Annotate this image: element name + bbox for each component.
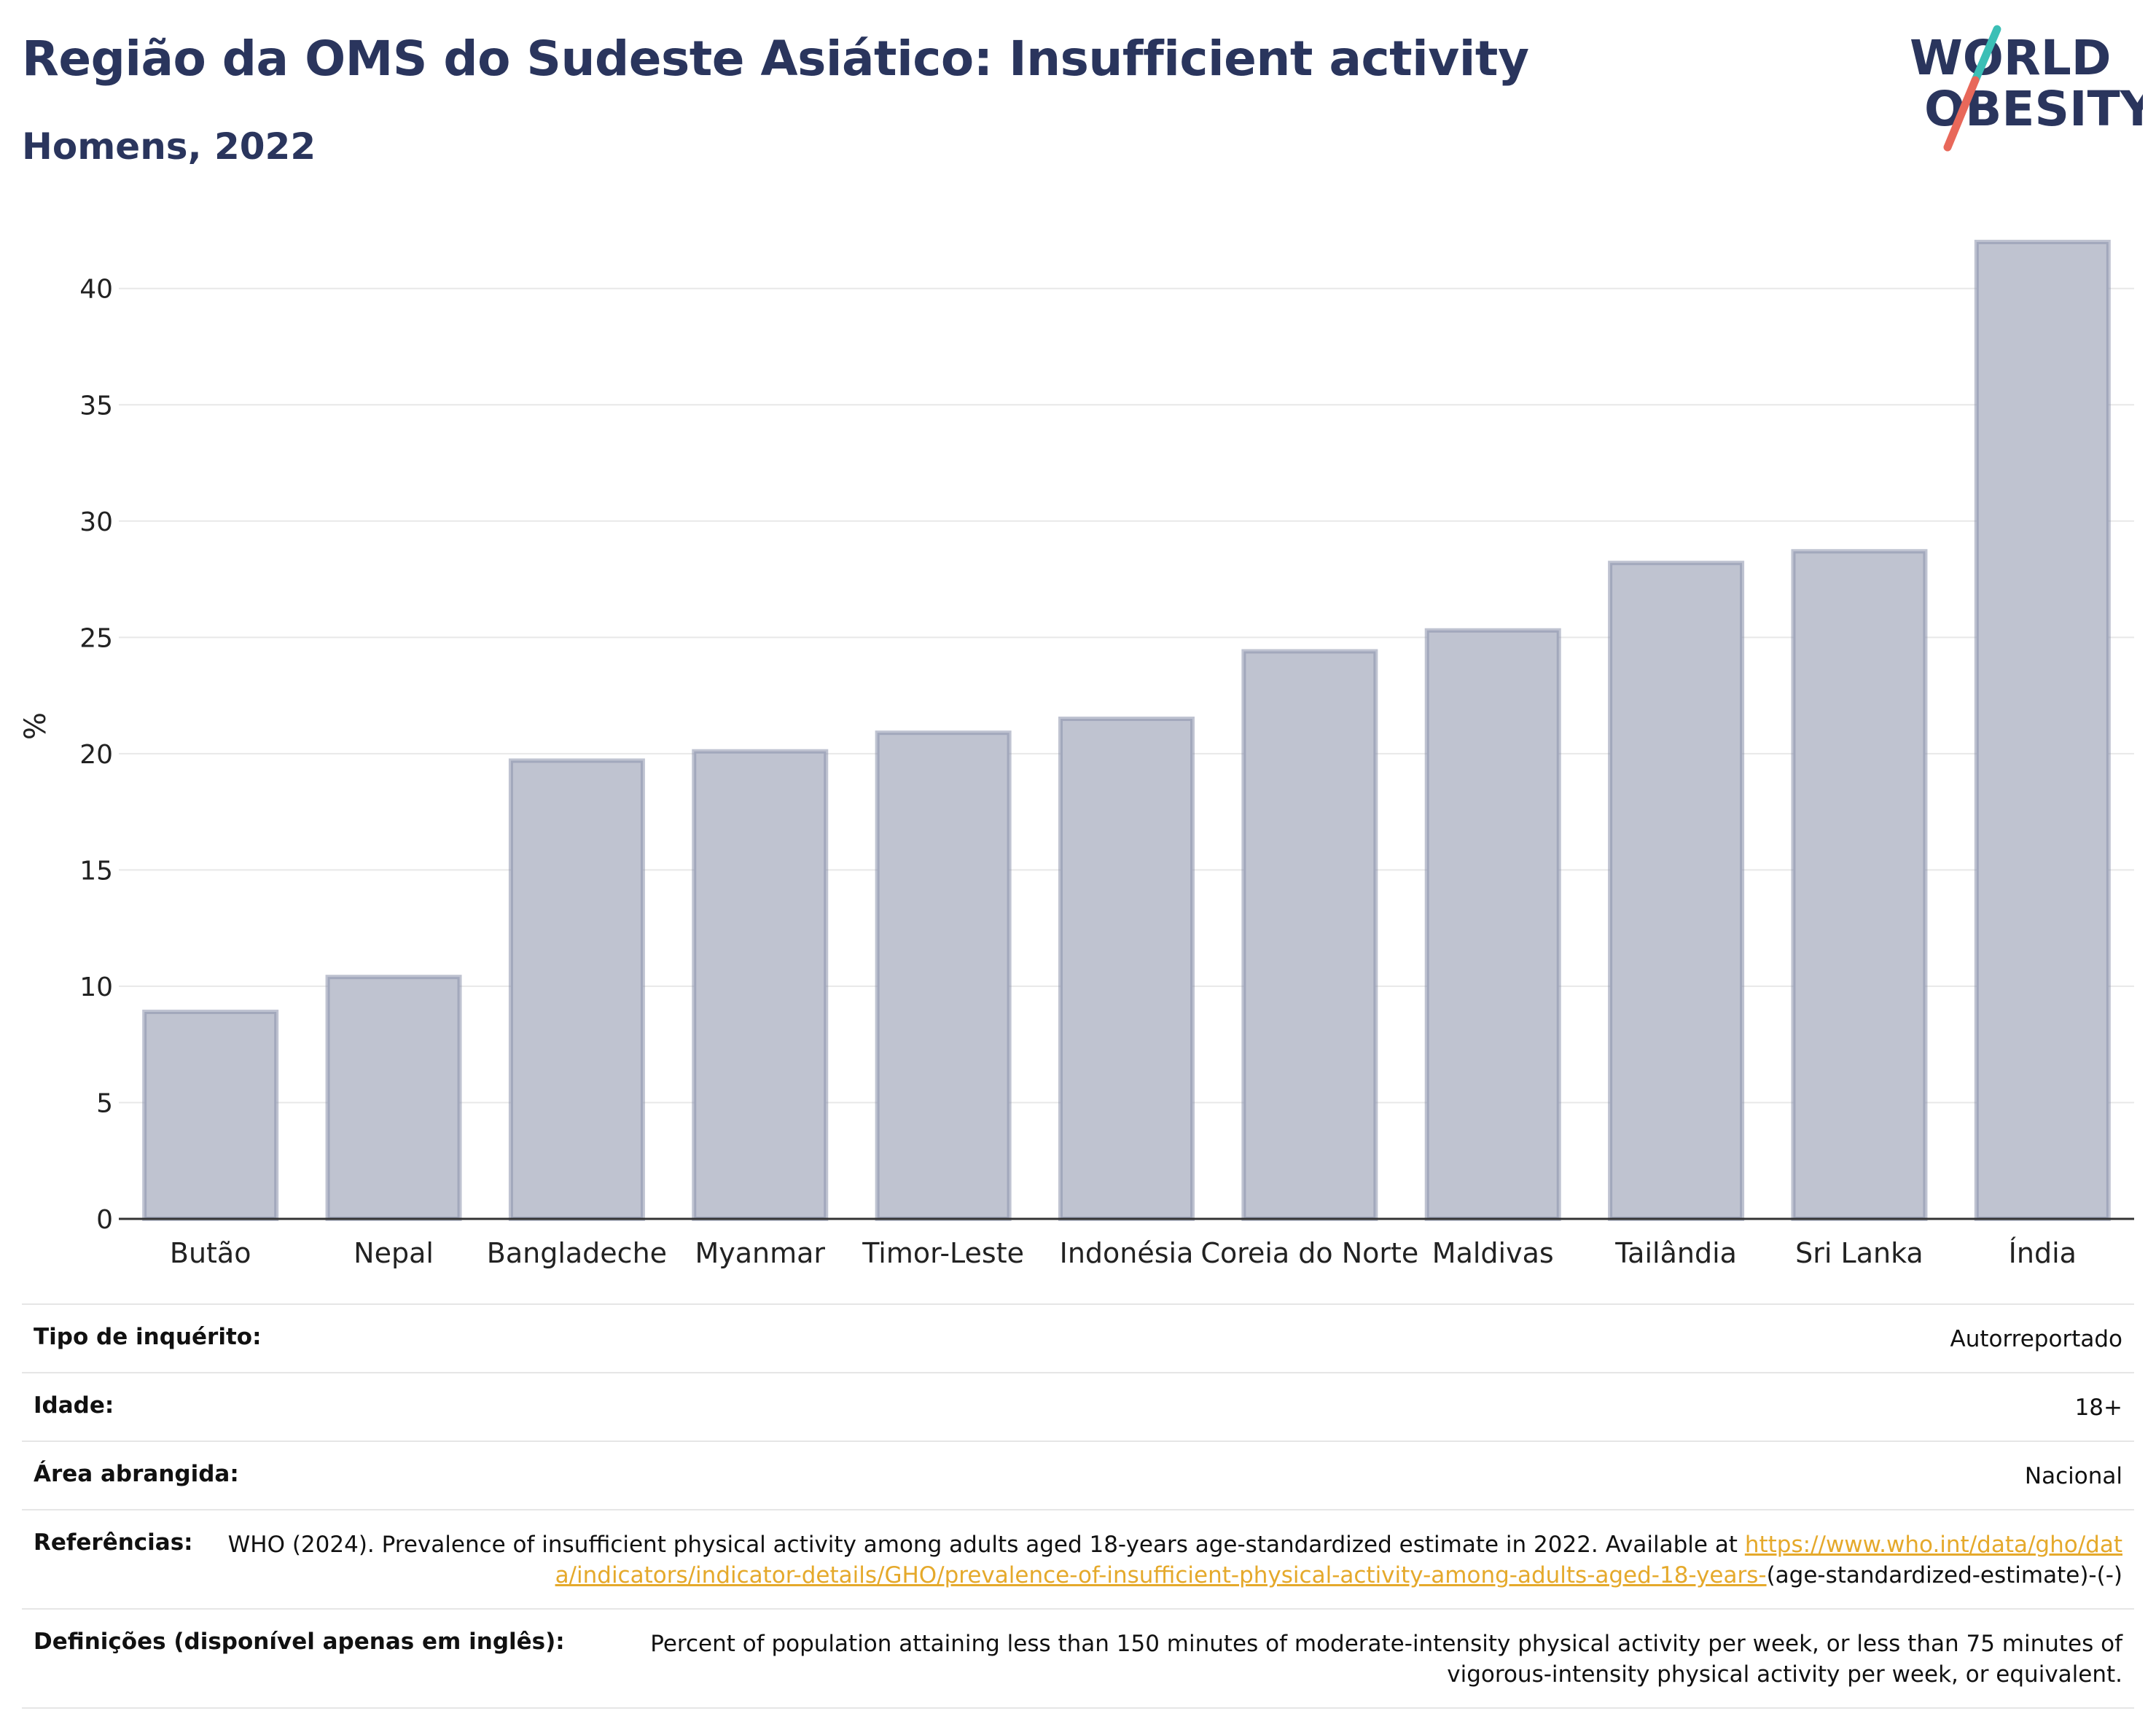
info-table: Tipo de inquérito: Autorreportado Idade: 18… xyxy=(22,1303,2134,1709)
bar-9 xyxy=(1791,549,1928,1221)
bar-7 xyxy=(1424,628,1561,1221)
info-value-text: Autorreportado xyxy=(1950,1326,2123,1352)
info-label: Tipo de inquérito: xyxy=(34,1324,262,1350)
info-value-text: 18+ xyxy=(2074,1395,2122,1421)
y-tick-label: 15 xyxy=(79,856,113,886)
reference-suffix: (age-standardized-estimate)-(-) xyxy=(1766,1562,2122,1588)
info-value: 18+ xyxy=(143,1392,2122,1423)
info-value: WHO (2024). Prevalence of insufficient p… xyxy=(222,1529,2122,1591)
info-value: Nacional xyxy=(268,1461,2122,1492)
y-tick-label: 35 xyxy=(79,391,113,421)
reference-link[interactable]: https://www.who.int/data/gho/data/indica… xyxy=(555,1532,2122,1588)
y-tick-label: 10 xyxy=(79,972,113,1002)
chart-subtitle: Homens, 2022 xyxy=(22,125,316,168)
x-tick-label: Tailândia xyxy=(1614,1237,1737,1269)
x-tick-label: Indonésia xyxy=(1060,1237,1194,1269)
x-tick-label: Sri Lanka xyxy=(1795,1237,1923,1269)
info-value-text: WHO (2024). Prevalence of insufficient p… xyxy=(227,1532,1738,1558)
info-value: Autorreportado xyxy=(290,1324,2123,1354)
bar-3 xyxy=(692,749,829,1222)
info-label: Área abrangida: xyxy=(34,1461,239,1487)
bar-2 xyxy=(508,758,645,1222)
bar-4 xyxy=(875,730,1012,1221)
bar-5 xyxy=(1058,717,1195,1221)
info-row: Tipo de inquérito: Autorreportado xyxy=(22,1303,2134,1372)
logo-slash-bottom xyxy=(1943,76,1980,152)
info-value-text: Percent of population attaining less tha… xyxy=(650,1631,2122,1688)
x-tick-label: Butão xyxy=(170,1237,251,1269)
info-value-text: Nacional xyxy=(2024,1463,2122,1489)
y-tick-label: 30 xyxy=(79,507,113,537)
bar-chart: 0 5 10 15 20 25 30 35 40 Butão Nepal Bangladeche My… xyxy=(19,239,2134,1269)
y-tick-label: 25 xyxy=(79,623,113,653)
bar-8 xyxy=(1608,561,1745,1221)
info-label: Definições (disponível apenas em inglês)… xyxy=(34,1629,565,1655)
info-row: Idade: 18+ xyxy=(22,1372,2134,1440)
y-tick-label: 0 xyxy=(96,1205,113,1235)
info-row: Definições (disponível apenas em inglês)… xyxy=(22,1608,2134,1709)
info-row: Área abrangida: Nacional xyxy=(22,1440,2134,1509)
bars xyxy=(142,239,2111,1222)
world-obesity-logo: WORLD OBESITY xyxy=(1910,25,2143,152)
bar-6 xyxy=(1241,649,1378,1221)
x-tick-label: Maldivas xyxy=(1432,1237,1554,1269)
info-value: Percent of population attaining less tha… xyxy=(594,1629,2122,1690)
y-tick-label: 20 xyxy=(79,740,113,770)
x-tick-label: Bangladeche xyxy=(487,1237,667,1269)
logo-slash-top xyxy=(1971,25,2001,85)
x-tick-label: Coreia do Norte xyxy=(1200,1237,1418,1269)
x-tick-label: Myanmar xyxy=(695,1237,825,1269)
x-tick-label: Nepal xyxy=(354,1237,434,1269)
y-tick-label: 5 xyxy=(96,1088,113,1118)
chart-title: Região da OMS do Sudeste Asiático: Insuf… xyxy=(22,31,1529,87)
bar-1 xyxy=(325,975,462,1222)
info-label: Idade: xyxy=(34,1392,114,1419)
bar-0 xyxy=(142,1010,279,1222)
info-row: Referências: WHO (2024). Prevalence of in… xyxy=(22,1509,2134,1608)
logo-line-world: WORLD xyxy=(1910,30,2112,86)
x-tick-labels: Butão Nepal Bangladeche Myanmar Timor-Leste I… xyxy=(170,1237,2077,1269)
info-label: Referências: xyxy=(34,1529,193,1556)
bar-10 xyxy=(1974,239,2111,1221)
y-tick-label: 40 xyxy=(79,275,113,305)
y-axis-label: % xyxy=(19,712,52,740)
y-tick-labels: 0 5 10 15 20 25 30 35 40 xyxy=(79,275,113,1235)
x-tick-label: Índia xyxy=(2009,1237,2077,1269)
x-tick-label: Timor-Leste xyxy=(862,1237,1024,1269)
